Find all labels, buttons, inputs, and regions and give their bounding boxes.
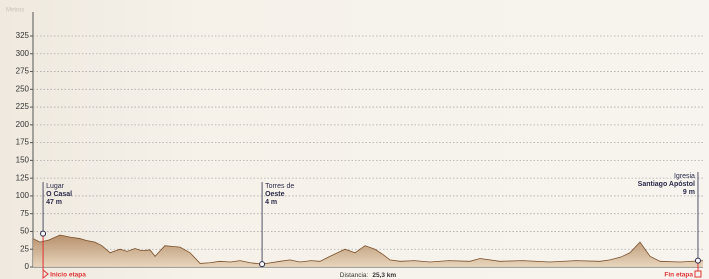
marker-dot bbox=[695, 258, 700, 263]
end-icon bbox=[695, 271, 701, 277]
marker-name: Oeste bbox=[265, 191, 285, 198]
y-tick-label: 325 bbox=[16, 31, 30, 40]
distance-title: Distancia: bbox=[340, 272, 369, 279]
marker-elevation: 9 m bbox=[683, 189, 695, 196]
start-icon bbox=[43, 270, 48, 278]
y-tick-label: 275 bbox=[16, 67, 30, 76]
y-tick-label: 0 bbox=[25, 262, 30, 271]
distance-label: Distancia:25,3 km bbox=[340, 272, 397, 279]
marker-elevation: 47 m bbox=[46, 199, 62, 206]
y-tick-label: 225 bbox=[16, 102, 30, 111]
y-tick-label: 100 bbox=[16, 191, 30, 200]
marker-type: Lugar bbox=[46, 183, 65, 190]
marker-dot bbox=[41, 231, 46, 236]
marker-elevation: 4 m bbox=[265, 199, 277, 206]
y-tick-label: 175 bbox=[16, 138, 30, 147]
marker-dot bbox=[260, 262, 265, 267]
distance-value: 25,3 km bbox=[372, 272, 396, 279]
y-axis-label: Metros bbox=[6, 8, 24, 14]
elevation-chart: Metros 0 25 50 75 100 125 150 175 200 225 250 275 30… bbox=[0, 0, 709, 279]
marker-name: Santiago Apóstol bbox=[638, 181, 695, 188]
y-tick-label: 250 bbox=[16, 84, 30, 93]
marker-name: O Casal bbox=[46, 191, 72, 198]
y-tick-label: 50 bbox=[20, 227, 29, 236]
marker-type: Igresia bbox=[674, 173, 695, 180]
start-label: Inicio etapa bbox=[50, 272, 86, 279]
y-tick-label: 25 bbox=[20, 244, 29, 253]
marker-type: Torres de bbox=[265, 183, 294, 190]
y-tick-label: 300 bbox=[16, 49, 30, 58]
y-tick-label: 75 bbox=[20, 209, 29, 218]
y-tick-label: 125 bbox=[16, 173, 30, 182]
y-tick-label: 200 bbox=[16, 120, 30, 129]
y-tick-label: 150 bbox=[16, 155, 30, 164]
end-label: Fin etapa bbox=[664, 272, 693, 279]
elevation-area bbox=[33, 235, 703, 267]
